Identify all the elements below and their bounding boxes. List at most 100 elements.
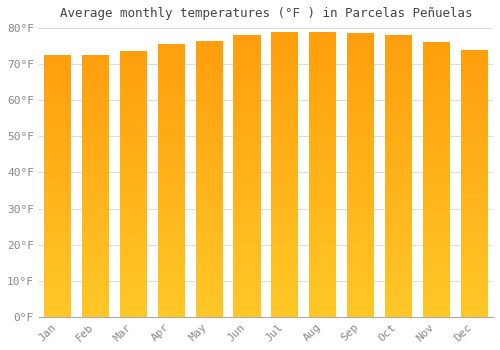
- Bar: [271, 64, 298, 67]
- Bar: [120, 290, 147, 294]
- Bar: [271, 128, 298, 132]
- Bar: [460, 73, 488, 76]
- Bar: [271, 99, 298, 103]
- Bar: [271, 285, 298, 288]
- Bar: [120, 71, 147, 75]
- Bar: [196, 220, 223, 224]
- Bar: [309, 35, 336, 39]
- Bar: [422, 162, 450, 166]
- Bar: [234, 236, 260, 239]
- Bar: [158, 130, 185, 133]
- Bar: [120, 231, 147, 234]
- Bar: [82, 130, 109, 134]
- Bar: [385, 299, 412, 303]
- Bar: [460, 223, 488, 227]
- Bar: [385, 67, 412, 70]
- Bar: [422, 66, 450, 70]
- Bar: [82, 248, 109, 251]
- Bar: [385, 148, 412, 152]
- Bar: [234, 63, 260, 67]
- Bar: [158, 310, 185, 313]
- Bar: [82, 254, 109, 258]
- Bar: [385, 53, 412, 56]
- Bar: [44, 261, 72, 265]
- Bar: [422, 118, 450, 121]
- Bar: [44, 169, 72, 173]
- Bar: [309, 67, 336, 71]
- Bar: [309, 238, 336, 242]
- Bar: [120, 128, 147, 131]
- Bar: [460, 80, 488, 83]
- Bar: [158, 293, 185, 296]
- Bar: [271, 295, 298, 299]
- Bar: [271, 92, 298, 96]
- Bar: [422, 145, 450, 149]
- Bar: [158, 146, 185, 150]
- Bar: [196, 44, 223, 48]
- Bar: [82, 310, 109, 314]
- Bar: [82, 205, 109, 209]
- Bar: [460, 226, 488, 230]
- Bar: [309, 156, 336, 160]
- Bar: [460, 267, 488, 270]
- Bar: [82, 98, 109, 101]
- Bar: [120, 211, 147, 214]
- Bar: [347, 214, 374, 218]
- Bar: [196, 244, 223, 248]
- Bar: [347, 172, 374, 175]
- Bar: [460, 123, 488, 126]
- Bar: [158, 71, 185, 75]
- Bar: [309, 220, 336, 224]
- Bar: [309, 85, 336, 89]
- Bar: [422, 176, 450, 180]
- Bar: [347, 83, 374, 86]
- Bar: [158, 75, 185, 78]
- Bar: [196, 113, 223, 117]
- Bar: [234, 246, 260, 250]
- Bar: [196, 151, 223, 155]
- Bar: [196, 54, 223, 58]
- Bar: [309, 103, 336, 106]
- Bar: [309, 92, 336, 96]
- Bar: [44, 150, 72, 153]
- Bar: [347, 221, 374, 225]
- Bar: [82, 81, 109, 85]
- Bar: [309, 124, 336, 128]
- Bar: [158, 82, 185, 85]
- Bar: [385, 201, 412, 204]
- Bar: [347, 250, 374, 253]
- Bar: [460, 203, 488, 206]
- Bar: [158, 276, 185, 279]
- Bar: [271, 32, 298, 35]
- Bar: [385, 232, 412, 236]
- Bar: [120, 75, 147, 78]
- Bar: [271, 42, 298, 46]
- Bar: [120, 58, 147, 62]
- Bar: [347, 182, 374, 186]
- Bar: [422, 238, 450, 242]
- Bar: [309, 113, 336, 117]
- Bar: [82, 62, 109, 65]
- Bar: [460, 284, 488, 287]
- Bar: [271, 281, 298, 285]
- Bar: [347, 62, 374, 65]
- Bar: [44, 304, 72, 307]
- Bar: [460, 63, 488, 66]
- Bar: [309, 106, 336, 110]
- Bar: [309, 302, 336, 306]
- Bar: [422, 94, 450, 97]
- Bar: [309, 142, 336, 146]
- Bar: [82, 107, 109, 111]
- Bar: [309, 228, 336, 231]
- Bar: [234, 253, 260, 257]
- Bar: [460, 197, 488, 200]
- Bar: [309, 281, 336, 285]
- Bar: [385, 274, 412, 278]
- Bar: [234, 313, 260, 317]
- Bar: [234, 127, 260, 130]
- Bar: [422, 70, 450, 74]
- Bar: [44, 287, 72, 290]
- Bar: [158, 153, 185, 157]
- Bar: [347, 126, 374, 129]
- Bar: [385, 260, 412, 264]
